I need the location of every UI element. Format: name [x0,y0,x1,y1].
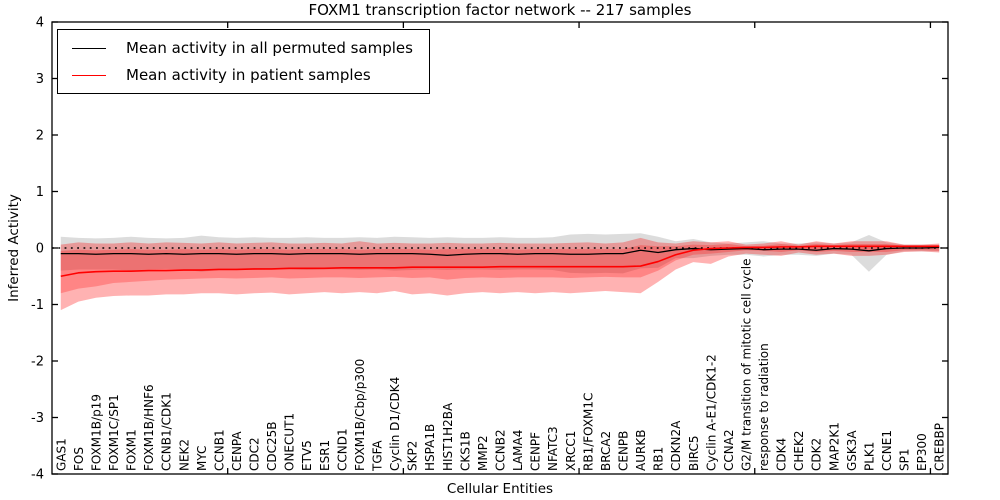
x-tick-label: MYC [195,446,209,471]
x-tick-label: CCNA2 [722,429,736,471]
x-tick-label: ESR1 [318,440,332,471]
x-tick-label: CCNB2 [494,429,508,471]
legend-box: Mean activity in all permuted samples Me… [57,29,430,94]
y-axis-label: Inferred Activity [6,194,22,302]
x-tick-label: EP300 [915,433,929,471]
patient-inner-band [60,244,940,294]
x-tick-label: CHEK2 [792,431,806,472]
patient-mean-line [60,245,940,278]
plot-frame [51,21,949,475]
x-tick-label: FOXM1C/SP1 [107,394,121,471]
x-tick-label: CKS1B [458,431,472,471]
x-tick-label: LAMA4 [511,430,525,471]
x-tick-label: CDK2 [810,438,824,471]
permuted-line-swatch [72,47,106,49]
x-tick-label: FOXM1B/Cbp/p300 [353,359,367,471]
x-tick-label: CCNE1 [880,430,894,471]
x-tick-label: G2/M transition of mitotic cell cycle [739,258,753,471]
x-tick-label: CREBBP [933,423,947,471]
x-tick-label: FOXM1B/HNF6 [142,384,156,471]
x-tick-label: CDK4 [775,438,789,471]
x-tick-label: ONECUT1 [283,413,297,471]
x-tick-label: SKP2 [406,441,420,471]
y-tick-label: -2 [31,355,44,370]
x-tick-label: MAP2K1 [827,422,841,471]
x-tick-label: HIST1H2BA [441,402,455,471]
x-tick-labels: GAS1 FOS FOXM1B/p19 FOXM1C/SP1 FOXM1 FOXM1B/H… [54,258,946,472]
y-tick-label: -3 [31,411,44,426]
patient-outer-band [60,237,940,311]
x-tick-label: AURKB [634,430,648,471]
x-tick-label: MMP2 [476,435,490,471]
x-tick-label: RB1/FOXM1C [581,393,595,471]
plot-border [51,21,949,475]
x-tick-label: Cyclin D1/CDK4 [388,377,402,471]
x-tick-label: CCNB1 [212,429,226,471]
x-tick-label: CENPB [616,431,630,471]
legend-item-permuted: Mean activity in all permuted samples [72,39,413,57]
legend-label-patient: Mean activity in patient samples [126,66,371,84]
x-tick-label: XRCC1 [564,431,578,471]
x-tick-label: TGFA [371,440,385,472]
y-tick-label: 0 [36,242,44,257]
x-tick-label: CDC25B [265,422,279,472]
x-tick-label: FOS [72,447,86,471]
x-tick-label: NEK2 [177,439,191,471]
series-lines [60,245,940,278]
x-tick-label: CCND1 [335,428,349,471]
x-tick-label: ETV5 [300,440,314,471]
y-tick-label: -4 [31,468,44,483]
x-tick-label: CCNB1/CDK1 [160,392,174,471]
patient-line-swatch [72,74,106,76]
legend-label-permuted: Mean activity in all permuted samples [126,39,413,57]
x-tick-label: FOXM1 [125,429,139,471]
x-tick-label: RB1 [652,447,666,471]
y-tick-labels: 4 3 2 1 0 -1 -2 -3 -4 [31,16,44,483]
x-tick-label: BRCA2 [599,431,613,471]
y-tick-label: -1 [31,298,44,313]
x-tick-label: FOXM1B/p19 [89,394,103,471]
x-tick-label: PLK1 [862,442,876,471]
permuted-mean-line [60,246,940,256]
y-tick-label: 3 [36,72,44,87]
y-tick-label: 1 [36,185,44,200]
x-tick-label: BIRC5 [687,435,701,471]
x-tick-label: CDKN2A [669,420,683,471]
x-tick-label: CDC2 [248,437,262,471]
legend-item-patient: Mean activity in patient samples [72,66,413,84]
x-tick-label: GSK3A [845,430,859,471]
x-tick-label: NFATC3 [546,426,560,471]
x-tick-label: CENPF [529,432,543,471]
x-tick-label: GAS1 [54,438,68,471]
x-tick-label: HSPA1B [423,424,437,471]
x-axis-label: Cellular Entities [446,481,554,497]
x-tick-label: response to radiation [757,343,771,471]
bands-layer [60,233,940,311]
x-tick-label: SP1 [898,449,912,472]
chart-title: FOXM1 transcription factor network -- 21… [308,1,692,19]
y-tick-label: 2 [36,129,44,144]
x-tick-label: Cyclin A-E1/CDK1-2 [704,354,718,471]
y-tick-label: 4 [36,16,44,31]
x-tick-label: CENPA [230,431,244,471]
